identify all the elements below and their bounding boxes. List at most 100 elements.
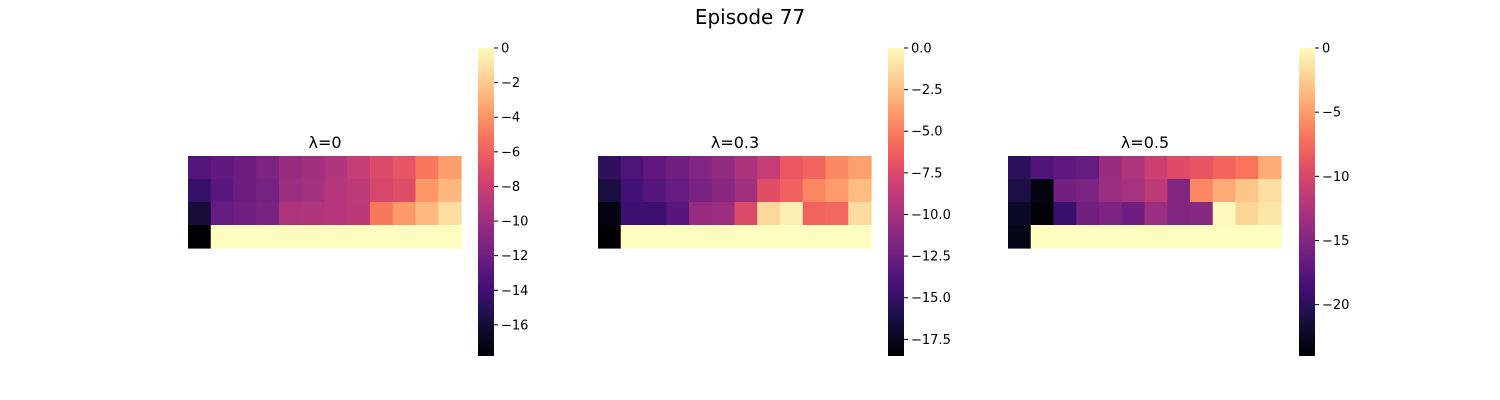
heatmap-cell xyxy=(1099,179,1123,203)
colorbar-tick-label: −2.5 xyxy=(911,83,943,98)
colorbar-tick-label: −10 xyxy=(1322,170,1349,185)
heatmap-cell xyxy=(711,156,736,180)
heatmap-cell xyxy=(301,179,326,203)
heatmap-cell xyxy=(1167,179,1191,203)
heatmap-cell xyxy=(392,225,417,249)
heatmap-cell xyxy=(279,179,303,203)
heatmap-cell xyxy=(370,225,394,249)
heatmap-cell xyxy=(1076,179,1100,203)
heatmap-cell xyxy=(1167,156,1191,180)
colorbar-tick-label: 0 xyxy=(501,42,509,57)
heatmap-cell xyxy=(666,202,690,226)
heatmap-cell xyxy=(233,225,257,249)
heatmap-cell xyxy=(1053,156,1077,180)
heatmap-cell xyxy=(188,156,212,180)
heatmap-cell xyxy=(1030,179,1055,203)
heatmap-cell xyxy=(392,202,417,226)
heatmap-cell xyxy=(347,179,371,203)
colorbar-tick-label: 0 xyxy=(1322,42,1330,57)
heatmap-cell xyxy=(1258,225,1282,249)
heatmap-cell xyxy=(210,179,235,203)
heatmap-cell xyxy=(1190,156,1214,180)
colorbar-tick-label: −16 xyxy=(501,318,528,333)
colorbar-tick-label: −14 xyxy=(501,284,528,299)
colorbar-tick-label: −12.5 xyxy=(911,250,951,265)
heatmap-cell xyxy=(780,179,804,203)
heatmap-cell xyxy=(711,179,736,203)
heatmap-cell xyxy=(1212,225,1237,249)
heatmap-cell xyxy=(301,202,326,226)
heatmap-grid xyxy=(598,156,872,249)
colorbar: 0 −5 −10 −15 −20 xyxy=(1299,42,1349,356)
heatmap-cell xyxy=(598,156,622,180)
heatmap-cell xyxy=(324,156,348,180)
heatmap-cell xyxy=(802,179,827,203)
heatmap-cell xyxy=(666,225,690,249)
heatmap-cell xyxy=(1235,225,1259,249)
heatmap-cell xyxy=(1121,225,1146,249)
heatmap-cell xyxy=(324,202,348,226)
colorbar-tick-label: −2 xyxy=(501,76,520,91)
heatmap-cell xyxy=(1099,202,1123,226)
heatmap-cell xyxy=(1030,156,1055,180)
heatmap-cell xyxy=(1030,202,1055,226)
heatmap-cell xyxy=(210,156,235,180)
heatmap-cell xyxy=(711,202,736,226)
heatmap-cell xyxy=(438,202,462,226)
panel-title: λ=0.3 xyxy=(711,133,759,152)
heatmap-grid xyxy=(1008,156,1282,249)
heatmap-cell xyxy=(757,202,781,226)
heatmap-cell xyxy=(825,225,849,249)
figure-suptitle: Episode 77 xyxy=(695,5,805,29)
heatmap-cell xyxy=(598,179,622,203)
heatmap-cell xyxy=(1190,202,1214,226)
heatmap-cell xyxy=(415,225,439,249)
heatmap-cell xyxy=(1121,179,1146,203)
heatmap-cell xyxy=(347,156,371,180)
heatmap-cell xyxy=(643,179,667,203)
heatmap-cell xyxy=(1212,179,1237,203)
heatmap-cell xyxy=(1167,202,1191,226)
heatmap-cell xyxy=(780,225,804,249)
colorbar-tick-label: −10 xyxy=(501,215,528,230)
heatmap-cell xyxy=(1190,225,1214,249)
heatmap-cell xyxy=(802,225,827,249)
heatmap-cell xyxy=(188,179,212,203)
heatmap-cell xyxy=(848,179,872,203)
heatmap-cell xyxy=(256,179,280,203)
heatmap-cell xyxy=(347,202,371,226)
heatmap-cell xyxy=(1076,225,1100,249)
heatmap-cell xyxy=(301,156,326,180)
colorbar-tick-label: −7.5 xyxy=(911,166,943,181)
heatmap-cell xyxy=(1144,202,1168,226)
heatmap-cell xyxy=(1030,225,1055,249)
colorbar-tick-label: −15.0 xyxy=(911,291,951,306)
heatmap-cell xyxy=(620,202,645,226)
panel-title: λ=0.5 xyxy=(1121,133,1169,152)
heatmap-cell xyxy=(1258,156,1282,180)
heatmap-cell xyxy=(233,179,257,203)
heatmap-cell xyxy=(711,225,736,249)
colorbar-tick-label: −8 xyxy=(501,180,520,195)
panel-lambda-0: λ=0 0 −2 −4 −6 −8 −10 −12 −14 −16 xyxy=(188,42,528,356)
heatmap-cell xyxy=(279,156,303,180)
heatmap-grid xyxy=(188,156,462,249)
heatmap-cell xyxy=(757,156,781,180)
heatmap-cell xyxy=(1258,202,1282,226)
heatmap-cell xyxy=(757,179,781,203)
colorbar-tick-label: −15 xyxy=(1322,234,1349,249)
heatmap-cell xyxy=(1008,156,1032,180)
heatmap-cell xyxy=(825,202,849,226)
heatmap-cell xyxy=(1099,225,1123,249)
heatmap-cell xyxy=(825,156,849,180)
heatmap-cell xyxy=(620,225,645,249)
heatmap-cell xyxy=(734,179,758,203)
heatmap-cell xyxy=(734,156,758,180)
heatmap-cell xyxy=(415,202,439,226)
heatmap-cell xyxy=(233,156,257,180)
colorbar: 0.0 −2.5 −5.0 −7.5 −10.0 −12.5 −15.0 −17.5 xyxy=(888,42,951,356)
heatmap-cell xyxy=(1212,202,1237,226)
heatmap-cell xyxy=(279,202,303,226)
colorbar-gradient xyxy=(1299,48,1315,356)
